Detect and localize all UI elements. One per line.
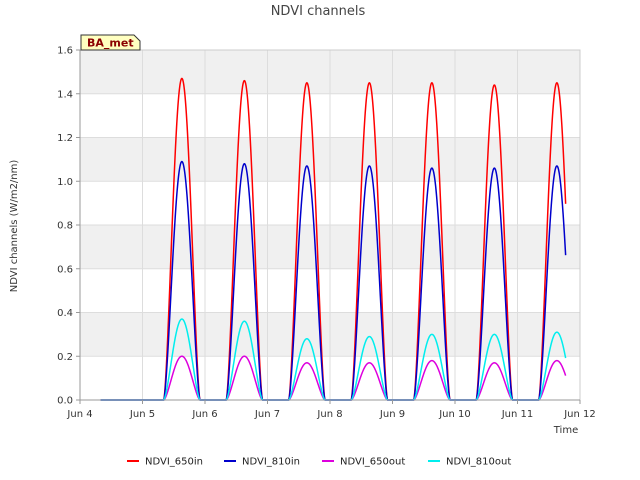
- x-tick-label: Jun 11: [501, 409, 534, 420]
- y-tick-label: 0.0: [57, 396, 73, 407]
- legend-label: NDVI_650out: [340, 457, 405, 468]
- axes: 0.0 0.2 0.4 0.6 0.8 1.0 1.2 1.4 1.6 Jun 4 Jun 5 Jun…: [57, 46, 596, 421]
- x-axis-title: Time: [553, 425, 578, 436]
- x-tick-label: Jun 8: [316, 409, 342, 420]
- y-tick-label: 0.4: [57, 308, 73, 319]
- y-tick-label: 1.0: [57, 177, 73, 188]
- x-tick-label: Jun 7: [254, 409, 280, 420]
- legend-label: NDVI_650in: [145, 457, 203, 468]
- chart-title: NDVI channels: [271, 4, 366, 19]
- y-tick-label: 1.6: [57, 46, 73, 57]
- x-tick-label: Jun 4: [66, 409, 92, 420]
- legend-label: NDVI_810in: [242, 457, 300, 468]
- x-tick-label: Jun 12: [563, 409, 596, 420]
- x-tick-label: Jun 10: [438, 409, 471, 420]
- x-tick-label: Jun 5: [129, 409, 155, 420]
- y-tick-label: 1.4: [57, 89, 73, 100]
- x-tick-label: Jun 6: [191, 409, 217, 420]
- y-tick-label: 0.8: [57, 221, 73, 232]
- y-tick-label: 1.2: [57, 133, 73, 144]
- badge-label: BA_met: [87, 37, 134, 50]
- y-axis-title: NDVI channels (W/m2/nm): [9, 160, 20, 293]
- x-tick-label: Jun 9: [379, 409, 405, 420]
- y-tick-label: 0.2: [57, 352, 73, 363]
- legend-label: NDVI_810out: [446, 457, 511, 468]
- badge-box: [80, 34, 141, 51]
- y-tick-label: 0.6: [57, 264, 73, 275]
- legend: NDVI_650in NDVI_810in NDVI_650out NDVI_810o…: [127, 457, 511, 468]
- badge: BA_met: [80, 34, 141, 51]
